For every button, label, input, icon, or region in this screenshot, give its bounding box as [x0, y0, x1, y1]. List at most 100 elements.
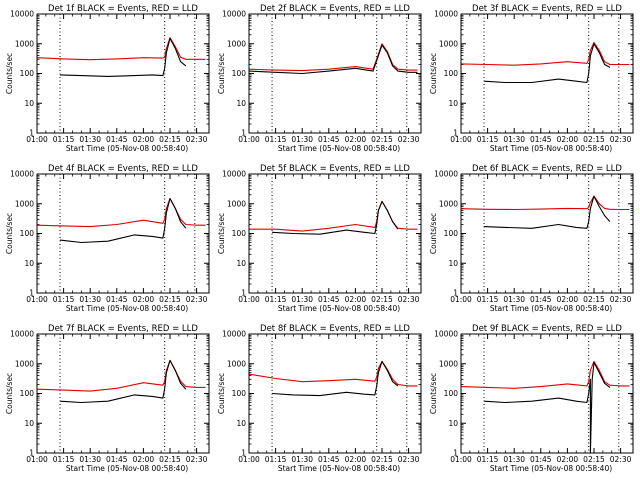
y-tick-label: 100	[20, 389, 35, 398]
x-tick-label: 01:15	[53, 455, 75, 464]
events-series-line	[60, 359, 187, 404]
x-tick-label: 02:15	[371, 295, 393, 304]
x-tick-label: 01:15	[53, 135, 75, 144]
x-tick-label: 01:15	[477, 455, 499, 464]
y-tick-label: 1000	[439, 39, 458, 48]
x-tick-label: 02:15	[159, 135, 181, 144]
lld-series-line	[248, 43, 418, 72]
y-tick-label: 1000	[439, 359, 458, 368]
chart-panel: Det 3f BLACK = Events, RED = LLD 1 10 100 10…	[429, 4, 634, 153]
y-axis-label: Counts/sec	[429, 213, 438, 254]
y-tick-label: 10000	[10, 10, 34, 19]
x-tick-label: 01:00	[450, 455, 472, 464]
chart-panel: Det 5f BLACK = Events, RED = LLD 1 10 100 10…	[217, 164, 422, 313]
y-axis-label: Counts/sec	[429, 53, 438, 94]
x-tick-label: 01:45	[106, 135, 128, 144]
x-tick-label: 01:00	[26, 135, 48, 144]
x-tick-label: 02:00	[557, 135, 579, 144]
y-tick-label: 1000	[227, 359, 246, 368]
y-tick-label: 10000	[10, 170, 34, 179]
events-series-line	[248, 44, 418, 75]
x-tick-label: 01:45	[106, 295, 128, 304]
events-series-line	[60, 37, 187, 77]
x-tick-label: 01:15	[265, 455, 287, 464]
chart-panel: Det 8f BLACK = Events, RED = LLD 1 10 100 10…	[217, 324, 422, 473]
y-axis-label: Counts/sec	[5, 53, 14, 94]
x-tick-label: 01:00	[450, 135, 472, 144]
y-tick-label: 1000	[15, 199, 34, 208]
plot-frame	[460, 333, 634, 454]
x-tick-label: 01:00	[238, 455, 260, 464]
x-tick-label: 02:30	[398, 455, 420, 464]
chart-title: Det 2f BLACK = Events, RED = LLD	[260, 4, 410, 14]
x-tick-label: 01:30	[291, 135, 313, 144]
x-tick-label: 01:00	[238, 135, 260, 144]
x-tick-label: 01:45	[530, 455, 552, 464]
y-tick-label: 10	[448, 99, 458, 108]
plot-frame	[460, 13, 634, 134]
y-tick-label: 100	[20, 229, 35, 238]
x-tick-label: 02:30	[610, 135, 632, 144]
plot-frame	[248, 13, 422, 134]
x-tick-label: 01:45	[530, 135, 552, 144]
y-tick-label: 10	[236, 99, 246, 108]
y-tick-label: 1	[241, 449, 246, 458]
y-tick-label: 10	[448, 419, 458, 428]
y-tick-label: 1	[29, 449, 34, 458]
x-tick-label: 01:30	[79, 135, 101, 144]
x-tick-label: 02:00	[133, 295, 155, 304]
chart-title: Det 3f BLACK = Events, RED = LLD	[472, 4, 622, 14]
plot-frame	[248, 333, 422, 454]
x-tick-label: 02:30	[398, 295, 420, 304]
y-tick-label: 10	[448, 259, 458, 268]
chart-panel: Det 2f BLACK = Events, RED = LLD 1 10 100 10…	[217, 4, 422, 153]
x-tick-label: 02:15	[371, 135, 393, 144]
y-tick-label: 100	[444, 229, 459, 238]
chart-title: Det 6f BLACK = Events, RED = LLD	[472, 164, 622, 174]
x-axis-label: Start Time (05-Nov-08 00:58:40)	[490, 304, 612, 313]
x-tick-label: 02:30	[186, 295, 208, 304]
plot-frame	[248, 173, 422, 294]
plot-frame	[460, 173, 634, 294]
x-tick-label: 02:00	[557, 295, 579, 304]
x-tick-label: 01:00	[26, 455, 48, 464]
x-axis-label: Start Time (05-Nov-08 00:58:40)	[278, 304, 400, 313]
x-tick-label: 02:30	[186, 135, 208, 144]
x-tick-label: 02:15	[159, 455, 181, 464]
y-axis-label: Counts/sec	[217, 373, 226, 414]
plot-frame	[36, 13, 210, 134]
y-axis-label: Counts/sec	[217, 213, 226, 254]
x-tick-label: 02:15	[371, 455, 393, 464]
lld-series-line	[36, 37, 206, 61]
y-tick-label: 10	[24, 259, 34, 268]
y-tick-label: 10000	[434, 10, 458, 19]
y-tick-label: 10	[24, 99, 34, 108]
x-axis-label: Start Time (05-Nov-08 00:58:40)	[66, 144, 188, 153]
x-tick-label: 02:15	[159, 295, 181, 304]
x-tick-label: 01:45	[530, 295, 552, 304]
y-tick-label: 10	[236, 259, 246, 268]
x-tick-label: 01:00	[238, 295, 260, 304]
plot-frame	[36, 333, 210, 454]
x-tick-label: 02:30	[186, 455, 208, 464]
y-tick-label: 1000	[15, 39, 34, 48]
y-tick-label: 100	[444, 389, 459, 398]
x-tick-label: 01:15	[265, 135, 287, 144]
chart-panel: Det 4f BLACK = Events, RED = LLD 1 10 100 10…	[5, 164, 210, 313]
y-tick-label: 10000	[434, 330, 458, 339]
y-tick-label: 100	[232, 69, 247, 78]
y-tick-label: 10000	[222, 170, 246, 179]
chart-title: Det 4f BLACK = Events, RED = LLD	[48, 164, 198, 174]
y-tick-label: 100	[232, 229, 247, 238]
x-tick-label: 01:45	[318, 455, 340, 464]
y-tick-label: 10000	[10, 330, 34, 339]
x-axis-label: Start Time (05-Nov-08 00:58:40)	[66, 464, 188, 473]
x-tick-label: 02:30	[398, 135, 420, 144]
lld-series-line	[460, 360, 630, 389]
events-series-line	[272, 360, 399, 397]
y-tick-label: 1	[453, 449, 458, 458]
y-tick-label: 1	[241, 289, 246, 298]
chart-panel: Det 7f BLACK = Events, RED = LLD 1 10 100 10…	[5, 324, 210, 473]
y-tick-label: 10000	[434, 170, 458, 179]
y-tick-label: 1000	[439, 199, 458, 208]
